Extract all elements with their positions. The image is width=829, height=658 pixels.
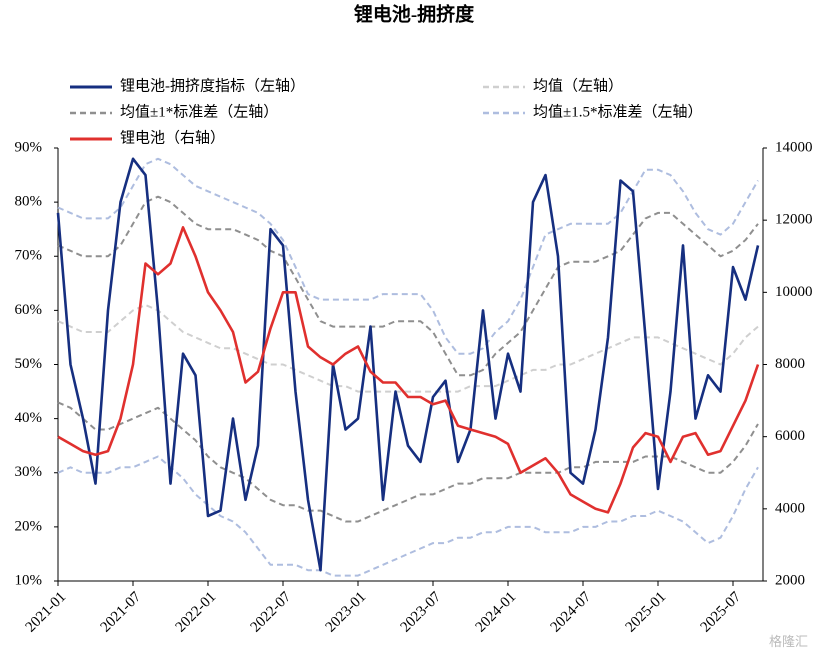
- x-tick-label: 2023-07: [398, 589, 445, 636]
- x-tick-label: 2022-07: [248, 589, 295, 636]
- series-line: [57, 304, 759, 393]
- series-line: [56, 157, 760, 572]
- legend-label: 均值±1*标准差（左轴）: [120, 103, 278, 120]
- x-tick-label: 2021-07: [98, 589, 145, 636]
- watermark: 格隆汇: [769, 634, 808, 649]
- x-tick-label: 2025-01: [623, 589, 670, 636]
- y2-tick-label: 14000: [775, 139, 813, 155]
- y-tick-label: 30%: [15, 464, 43, 480]
- y2-tick-label: 12000: [775, 212, 813, 228]
- chart-title: 锂电池-拥挤度: [354, 2, 475, 25]
- y-tick-label: 80%: [15, 194, 43, 210]
- legend-label: 均值±1.5*标准差（左轴）: [533, 103, 702, 120]
- y-tick-label: 60%: [15, 302, 43, 318]
- y2-tick-label: 2000: [775, 572, 805, 588]
- y-tick-label: 70%: [15, 248, 43, 264]
- y-tick-label: 10%: [15, 572, 43, 588]
- y2-tick-label: 10000: [775, 284, 813, 300]
- y2-tick-label: 6000: [775, 428, 805, 444]
- x-tick-label: 2022-01: [173, 589, 220, 636]
- series-line: [57, 157, 759, 355]
- y-tick-label: 40%: [15, 410, 43, 426]
- y2-tick-label: 8000: [775, 356, 805, 372]
- x-tick-label: 2025-07: [698, 589, 745, 636]
- y-tick-label: 20%: [15, 518, 43, 534]
- series-line: [57, 401, 759, 523]
- y-tick-label: 50%: [15, 356, 43, 372]
- series-line: [57, 226, 760, 514]
- legend-label: 锂电池-拥挤度指标（左轴）: [120, 77, 305, 94]
- series-line: [57, 195, 759, 377]
- series-line: [57, 455, 759, 577]
- y2-tick-label: 4000: [775, 500, 805, 516]
- x-tick-label: 2021-01: [23, 589, 70, 636]
- legend-label: 均值（左轴）: [533, 77, 623, 94]
- legend-label: 锂电池（右轴）: [120, 129, 225, 146]
- x-tick-label: 2023-01: [323, 589, 370, 636]
- x-tick-label: 2024-01: [473, 589, 520, 636]
- x-tick-label: 2024-07: [548, 589, 595, 636]
- y-tick-label: 90%: [15, 139, 43, 155]
